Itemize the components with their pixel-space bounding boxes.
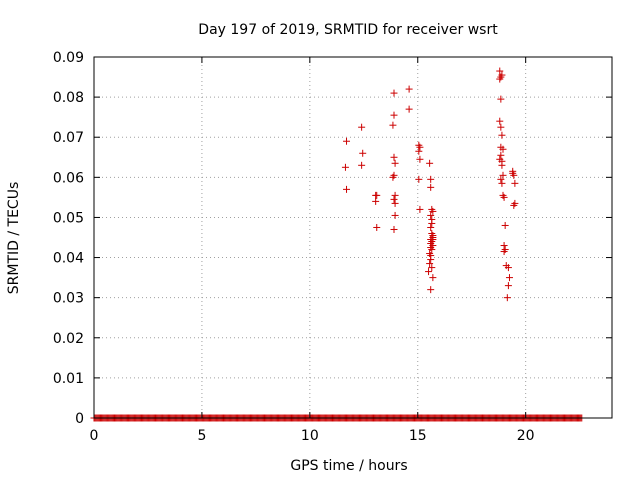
data-point xyxy=(499,145,507,153)
data-point xyxy=(372,197,380,205)
data-point xyxy=(496,67,504,75)
y-axis-label: SRMTID / TECUs xyxy=(6,182,22,295)
data-point xyxy=(427,286,435,294)
data-point xyxy=(416,143,424,151)
data-point xyxy=(498,71,506,79)
data-point xyxy=(391,199,399,207)
y-tick-label: 0 xyxy=(75,411,84,427)
data-point xyxy=(391,211,399,219)
y-tick-label: 0.02 xyxy=(53,331,84,347)
data-point xyxy=(500,248,508,256)
data-point xyxy=(358,123,366,131)
data-point xyxy=(496,155,504,163)
data-point xyxy=(391,191,399,199)
data-point xyxy=(343,185,351,193)
data-point xyxy=(390,89,398,97)
data-point xyxy=(497,151,505,159)
data-point xyxy=(427,211,435,219)
data-point xyxy=(426,250,434,258)
ticks-layer: 0 0.01 0.02 0.03 0.04 0.05 0.06 0.07 0.08 0.09 0 5 1… xyxy=(53,50,612,444)
data-point xyxy=(343,137,351,145)
data-point xyxy=(428,264,436,272)
data-point xyxy=(498,131,506,139)
data-point xyxy=(511,179,519,187)
data-point xyxy=(390,225,398,233)
x-tick-label: 0 xyxy=(90,428,99,444)
x-axis-label: GPS time / hours xyxy=(290,458,407,474)
data-point xyxy=(405,85,413,93)
x-tick-label: 15 xyxy=(409,428,427,444)
data-point xyxy=(341,163,349,171)
data-point xyxy=(500,193,508,201)
points-layer xyxy=(90,67,586,422)
data-point xyxy=(427,256,435,264)
data-point xyxy=(497,123,505,131)
y-tick-label: 0.07 xyxy=(53,130,84,146)
data-point xyxy=(390,195,398,203)
data-point xyxy=(426,260,434,268)
data-point xyxy=(429,207,437,215)
data-point xyxy=(499,171,507,179)
data-point xyxy=(497,175,505,183)
data-point xyxy=(415,147,423,155)
y-tick-label: 0.03 xyxy=(53,291,84,307)
data-point xyxy=(428,219,436,227)
y-tick-label: 0.01 xyxy=(53,371,84,387)
grid-layer xyxy=(94,57,612,418)
data-point xyxy=(498,161,506,169)
data-point xyxy=(427,183,435,191)
data-point xyxy=(505,274,513,282)
y-tick-label: 0.04 xyxy=(53,251,84,267)
data-point xyxy=(428,246,436,254)
data-point xyxy=(511,199,519,207)
data-point xyxy=(497,95,505,103)
data-point xyxy=(429,231,437,239)
data-point xyxy=(510,171,518,179)
data-point xyxy=(373,223,381,231)
x-tick-label: 10 xyxy=(301,428,319,444)
y-tick-label: 0.06 xyxy=(53,170,84,186)
data-point xyxy=(425,268,433,276)
data-point xyxy=(429,274,437,282)
data-point xyxy=(426,159,434,167)
data-point xyxy=(416,155,424,163)
data-point xyxy=(405,105,413,113)
data-point xyxy=(359,149,367,157)
data-point xyxy=(500,242,508,250)
data-point xyxy=(501,221,509,229)
data-point xyxy=(389,121,397,129)
x-tick-label: 5 xyxy=(197,428,206,444)
data-point xyxy=(427,240,435,248)
y-tick-label: 0.09 xyxy=(53,50,84,66)
data-point xyxy=(390,153,398,161)
data-point xyxy=(390,111,398,119)
data-point xyxy=(373,191,381,199)
x-tick-label: 20 xyxy=(517,428,535,444)
data-point xyxy=(427,223,435,231)
data-point xyxy=(391,159,399,167)
data-point xyxy=(496,75,504,83)
data-point xyxy=(416,205,424,213)
data-point xyxy=(503,294,511,302)
y-tick-label: 0.05 xyxy=(53,210,84,226)
y-tick-label: 0.08 xyxy=(53,90,84,106)
data-point xyxy=(496,117,504,125)
data-point xyxy=(498,179,506,187)
data-point xyxy=(358,161,366,169)
data-point xyxy=(509,167,517,175)
plot-frame xyxy=(93,56,613,419)
data-point xyxy=(427,175,435,183)
data-point xyxy=(504,282,512,290)
data-point xyxy=(389,173,397,181)
data-point xyxy=(504,264,512,272)
chart-title: Day 197 of 2019, SRMTID for receiver wsr… xyxy=(198,22,498,38)
data-point xyxy=(415,175,423,183)
